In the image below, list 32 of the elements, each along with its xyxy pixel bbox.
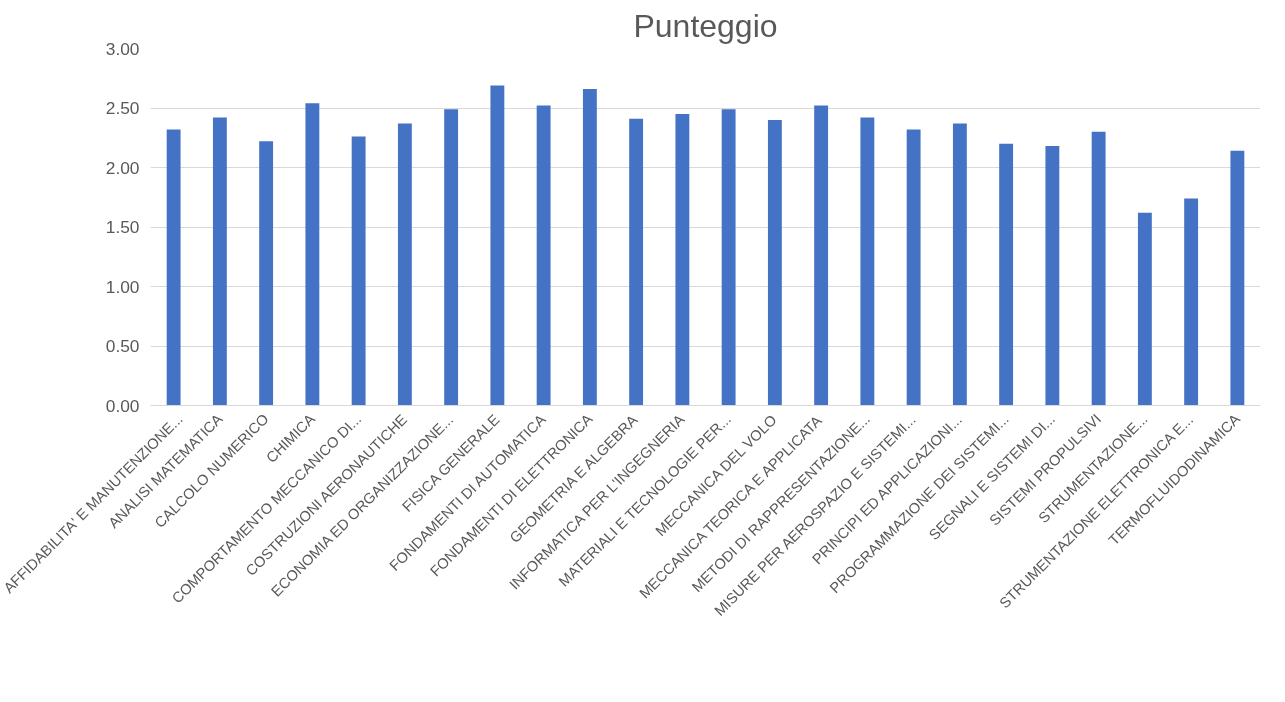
bar bbox=[305, 103, 320, 406]
bar bbox=[444, 109, 459, 406]
bar bbox=[906, 129, 921, 406]
bar bbox=[212, 117, 227, 406]
bar bbox=[721, 109, 736, 406]
bar bbox=[536, 105, 551, 406]
y-tick-label: 0.00 bbox=[105, 395, 140, 416]
chart-title: Punteggio bbox=[633, 7, 778, 44]
bar bbox=[767, 119, 782, 406]
bar bbox=[1184, 198, 1199, 406]
bar bbox=[166, 129, 181, 406]
bar bbox=[860, 117, 875, 406]
bar bbox=[952, 123, 967, 406]
bar bbox=[582, 88, 597, 406]
y-tick-label: 1.50 bbox=[105, 217, 140, 237]
bar bbox=[814, 105, 829, 406]
bar bbox=[1091, 131, 1106, 406]
bar bbox=[629, 118, 644, 406]
y-tick-label: 2.00 bbox=[105, 157, 140, 178]
bar bbox=[1230, 150, 1245, 406]
bar bbox=[1045, 146, 1060, 406]
bar bbox=[397, 123, 412, 406]
bar bbox=[351, 136, 366, 406]
bar bbox=[999, 143, 1014, 406]
bar bbox=[675, 113, 690, 406]
y-tick-label: 3.00 bbox=[105, 38, 140, 59]
bar bbox=[490, 85, 505, 406]
y-tick-label: 1.00 bbox=[105, 276, 140, 297]
bar bbox=[1137, 212, 1152, 406]
y-tick-label: 2.50 bbox=[105, 98, 140, 118]
bar bbox=[259, 141, 274, 406]
y-tick-label: 0.50 bbox=[105, 336, 140, 356]
